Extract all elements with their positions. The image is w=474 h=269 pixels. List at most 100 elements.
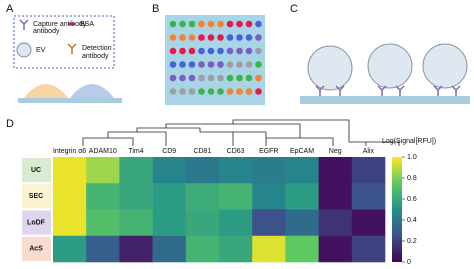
array-spot — [245, 61, 253, 68]
heat-cell — [219, 209, 253, 237]
heat-cell — [318, 183, 353, 210]
column-label: CD9 — [162, 148, 176, 155]
heat-cell — [351, 157, 386, 184]
heat-cell — [53, 209, 87, 237]
array-spot — [217, 88, 224, 95]
dendrogram — [82, 119, 400, 146]
array-spot — [217, 34, 224, 41]
array-spot — [236, 34, 243, 41]
array-spot — [207, 47, 215, 55]
array-spot — [188, 20, 196, 28]
array-spot — [198, 47, 205, 55]
panel-label: B — [152, 3, 159, 15]
array-spot — [226, 61, 234, 68]
heat-cell — [252, 235, 286, 263]
column-label: Neg — [329, 148, 342, 155]
column-label: ADAM10 — [89, 148, 117, 155]
array-spot — [255, 47, 262, 55]
heat-cell — [285, 183, 319, 210]
array-spot — [169, 74, 177, 82]
heat-cell — [252, 183, 286, 210]
colorbar-tick-label: 0.8 — [407, 175, 417, 182]
column-label: EpCAM — [290, 148, 314, 155]
array-spot — [245, 88, 253, 95]
ev — [422, 43, 468, 89]
surface — [18, 98, 122, 103]
array-spot — [217, 74, 224, 82]
colorbar-tick-label: 0 — [407, 259, 411, 266]
heat-cell — [252, 157, 286, 184]
heat-cell — [318, 157, 353, 184]
legend-text: antibody — [82, 53, 109, 60]
array-spot — [217, 61, 224, 68]
heat-cell — [86, 209, 120, 237]
column-label: Integrin α6 — [53, 148, 86, 155]
array-spot — [198, 88, 205, 95]
heat-cell — [53, 235, 87, 263]
array-spot — [255, 61, 262, 68]
array-spot — [179, 34, 186, 41]
heat-cell — [152, 157, 187, 184]
colorbar-title: Log(Signal[RFU]) — [382, 138, 436, 145]
array-spot — [179, 47, 186, 55]
row-label-box — [22, 210, 51, 235]
array-spot — [169, 20, 177, 28]
heat-cell — [351, 235, 386, 263]
array-spot — [245, 74, 253, 82]
heat-cell — [285, 235, 319, 263]
row-label-box — [22, 236, 51, 261]
colorbar — [392, 157, 402, 262]
array-spot — [188, 88, 196, 95]
array-spot — [198, 34, 205, 41]
array-spot — [226, 74, 234, 82]
array-spot — [179, 61, 186, 68]
heat-cell — [86, 183, 120, 210]
panel-label: D — [6, 118, 14, 130]
array-spot — [236, 88, 243, 95]
antibody-icon — [19, 19, 29, 30]
row-label: SEC — [29, 193, 43, 200]
detection-icon — [67, 43, 77, 54]
array-spot — [188, 34, 196, 41]
heat-cell — [318, 235, 353, 263]
heat-cell — [119, 209, 153, 237]
colorbar-tick-label: 1.0 — [407, 154, 417, 161]
array-spot — [207, 34, 215, 41]
colorbar-tick-label: 0.4 — [407, 217, 417, 224]
heat-cell — [152, 209, 187, 237]
array-spot — [207, 74, 215, 82]
row-label-box — [22, 158, 51, 183]
array-spot — [179, 74, 186, 82]
array-spot — [236, 61, 243, 68]
array-spot — [169, 61, 177, 68]
ev — [367, 43, 413, 89]
heat-cell — [53, 157, 87, 184]
column-label: CD63 — [227, 148, 245, 155]
surface — [300, 96, 470, 104]
legend-text: antibody — [33, 28, 60, 35]
array-spot — [198, 61, 205, 68]
heat-cell — [152, 235, 187, 263]
ev-blob — [24, 84, 68, 98]
panel-label: A — [6, 3, 14, 15]
heat-cell — [351, 209, 386, 237]
heat-cell — [219, 183, 253, 210]
array-spot — [226, 88, 234, 95]
heat-cell — [86, 235, 120, 263]
ev-icon — [16, 42, 32, 58]
row-label-box — [22, 184, 51, 209]
array-spot — [236, 47, 243, 55]
array-spot — [226, 34, 234, 41]
array-spot — [236, 74, 243, 82]
heat-cell — [318, 209, 353, 237]
array-spot — [217, 47, 224, 55]
heat-cell — [185, 183, 220, 210]
array-spot — [255, 88, 262, 95]
ev-blob — [70, 84, 114, 98]
legend-box — [13, 15, 115, 69]
heat-cell — [185, 209, 220, 237]
heat-cell — [285, 157, 319, 184]
heat-cell — [119, 157, 153, 184]
legend-text: EV — [36, 47, 46, 54]
